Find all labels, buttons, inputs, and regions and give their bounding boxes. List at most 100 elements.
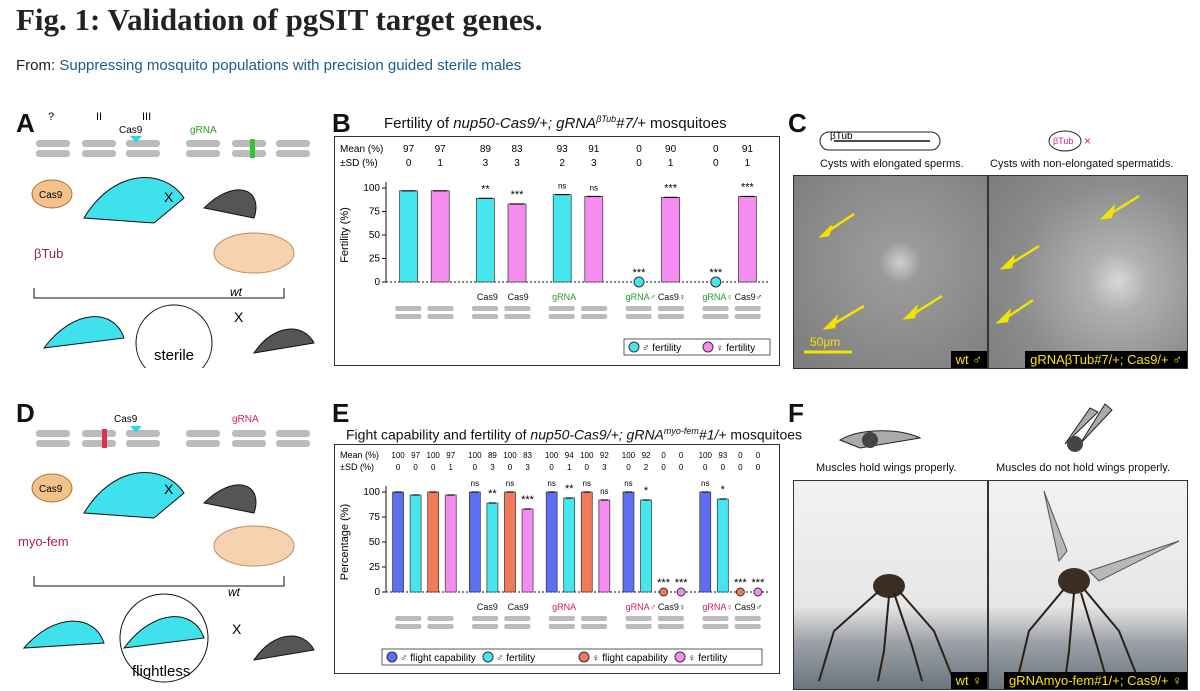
mutant-body-icon [1067, 436, 1083, 452]
sd-value: 3 [591, 158, 597, 169]
y-tick-label: 100 [363, 183, 380, 194]
y-tick-label: 0 [374, 277, 380, 288]
genotype-label: gRNA♂ [626, 292, 657, 302]
progeny-female-d-icon [122, 616, 205, 649]
zero-point [659, 587, 669, 597]
mean-value: 93 [557, 144, 569, 155]
sd-value: 2 [559, 158, 565, 169]
bar [580, 491, 593, 593]
sd-value: 1 [668, 158, 674, 169]
cas9-marker-icon [130, 136, 142, 143]
c-right-micrograph: gRNAβTub#7/+; Cas9/+ ♂ [988, 175, 1188, 369]
genotype-label: Cas9♂ [735, 602, 763, 612]
genotype-chromosome [702, 314, 729, 319]
panel-label-d: D [16, 398, 35, 428]
panel-f-mosquito-icons [838, 403, 1113, 452]
mean-value: 89 [488, 451, 497, 460]
genotype-chromosome [504, 616, 531, 621]
genotype-chromosome [581, 616, 608, 621]
bar [444, 494, 457, 593]
genotype-chromosome [657, 306, 684, 311]
zero-point [710, 276, 722, 288]
bar [504, 491, 516, 593]
genotype-chromosome [581, 306, 608, 311]
wt-female-icon [252, 328, 315, 354]
genotype-label: Cas9 [477, 602, 498, 612]
figure-body: A B C D E F ? II III Cas9 gRNA Cas9 X βT… [0, 100, 1200, 691]
female-mosquito-icon [202, 189, 257, 219]
mean-value: 100 [503, 451, 517, 460]
legend-swatch [578, 651, 590, 663]
sd-value: 0 [703, 463, 708, 472]
significance-label: ns [547, 479, 555, 488]
sd-value: 0 [679, 463, 684, 472]
significance-label: ns [624, 479, 632, 488]
sd-value: 0 [636, 158, 642, 169]
significance-label: *** [664, 182, 678, 194]
legend-label: ♂ fertility [642, 343, 681, 354]
bar [661, 197, 680, 283]
zero-point [735, 587, 745, 597]
btub-disrupted-diagram [1048, 130, 1082, 152]
y-tick-label: 50 [369, 230, 381, 241]
mean-value: 100 [699, 451, 713, 460]
panel-c-gene-diagrams: βTub βTub × [819, 130, 1091, 152]
genotype-chromosome [427, 624, 454, 629]
legend-swatch [628, 341, 640, 353]
panel-a-schematic: ? II III Cas9 gRNA Cas9 X βTub sterile X… [31, 111, 315, 368]
panel-label-b: B [332, 108, 351, 138]
bar [584, 196, 604, 283]
mean-value: 97 [446, 451, 455, 460]
mean-value: 90 [665, 144, 677, 155]
bar [392, 491, 404, 593]
mean-value: 91 [588, 144, 600, 155]
sd-row-label: ±SD (%) [340, 462, 374, 472]
panel-label-f: F [788, 398, 804, 428]
significance-label: *** [511, 189, 525, 201]
female-mosquito-d-icon [202, 484, 257, 514]
bar [486, 502, 499, 593]
disrupt-x-icon: × [1084, 134, 1091, 148]
mean-value: 92 [600, 451, 609, 460]
chrom-label-q: ? [48, 111, 54, 123]
bar [640, 499, 652, 593]
cross-symbol-a2: X [234, 309, 244, 325]
zero-point [753, 587, 763, 597]
btub-gene-label: βTub [830, 131, 853, 142]
sd-value: 0 [585, 463, 590, 472]
mean-value: 97 [411, 451, 420, 460]
genotype-chromosome [702, 624, 729, 629]
mean-value: 97 [435, 144, 447, 155]
bar [552, 194, 572, 283]
y-tick-label: 25 [369, 254, 381, 265]
male-mosquito-icon [83, 177, 185, 224]
significance-label: ns [471, 479, 479, 488]
genotype-label: gRNA♂ [626, 602, 657, 612]
sd-value: 2 [644, 463, 649, 472]
f-left-mosquito [818, 574, 955, 682]
mean-value: 97 [403, 144, 415, 155]
cas9-protein-icon [31, 179, 73, 209]
bar [598, 499, 611, 593]
article-link[interactable]: Suppressing mosquito populations with pr… [59, 57, 522, 74]
genotype-label: Cas9 [508, 602, 529, 612]
chromosomes-a [36, 140, 310, 157]
bar [699, 491, 712, 593]
f-right-caption: Muscles do not hold wings properly. [996, 462, 1171, 474]
cas9-tag-d: Cas9 [114, 414, 138, 425]
genotype-label: Cas9♀ [658, 292, 686, 302]
flightless-circle [119, 593, 209, 683]
genotype-chromosome [734, 306, 761, 311]
legend-label: ♂ fertility [496, 653, 535, 664]
sd-value: 0 [721, 463, 726, 472]
significance-label: *** [657, 577, 671, 589]
sd-value: 0 [406, 158, 412, 169]
genotype-chromosome [472, 314, 499, 319]
mean-value: 89 [480, 144, 492, 155]
genotype-chromosome [657, 314, 684, 319]
sd-value: 0 [626, 463, 631, 472]
embryo-d-icon [213, 525, 295, 567]
y-axis-label: Fertility (%) [339, 207, 351, 263]
mean-value: 0 [713, 144, 719, 155]
scale-bar-label: 50μm [810, 335, 840, 349]
